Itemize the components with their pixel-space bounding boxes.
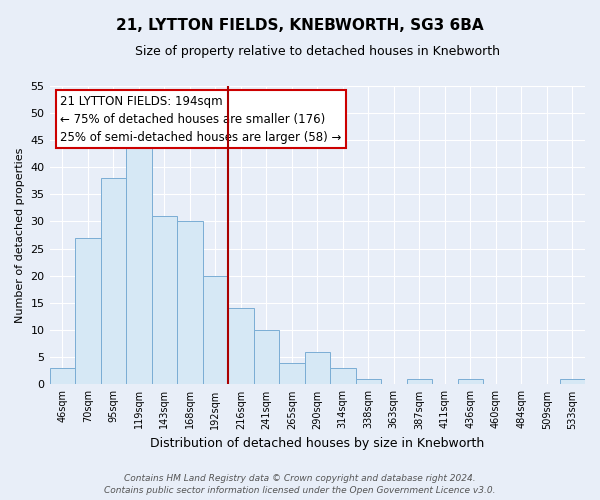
- Bar: [228, 308, 254, 384]
- Bar: [407, 379, 432, 384]
- Bar: [152, 216, 177, 384]
- Bar: [560, 379, 585, 384]
- Bar: [254, 330, 279, 384]
- Bar: [356, 379, 381, 384]
- Bar: [75, 238, 101, 384]
- Bar: [458, 379, 483, 384]
- Bar: [305, 352, 330, 384]
- Text: 21 LYTTON FIELDS: 194sqm
← 75% of detached houses are smaller (176)
25% of semi-: 21 LYTTON FIELDS: 194sqm ← 75% of detach…: [60, 94, 341, 144]
- Bar: [330, 368, 356, 384]
- Bar: [203, 276, 228, 384]
- Text: Contains HM Land Registry data © Crown copyright and database right 2024.
Contai: Contains HM Land Registry data © Crown c…: [104, 474, 496, 495]
- Y-axis label: Number of detached properties: Number of detached properties: [15, 148, 25, 322]
- Bar: [50, 368, 75, 384]
- Bar: [101, 178, 126, 384]
- Bar: [279, 362, 305, 384]
- Bar: [177, 222, 203, 384]
- Title: Size of property relative to detached houses in Knebworth: Size of property relative to detached ho…: [135, 45, 500, 58]
- Text: 21, LYTTON FIELDS, KNEBWORTH, SG3 6BA: 21, LYTTON FIELDS, KNEBWORTH, SG3 6BA: [116, 18, 484, 32]
- X-axis label: Distribution of detached houses by size in Knebworth: Distribution of detached houses by size …: [150, 437, 484, 450]
- Bar: [126, 134, 152, 384]
